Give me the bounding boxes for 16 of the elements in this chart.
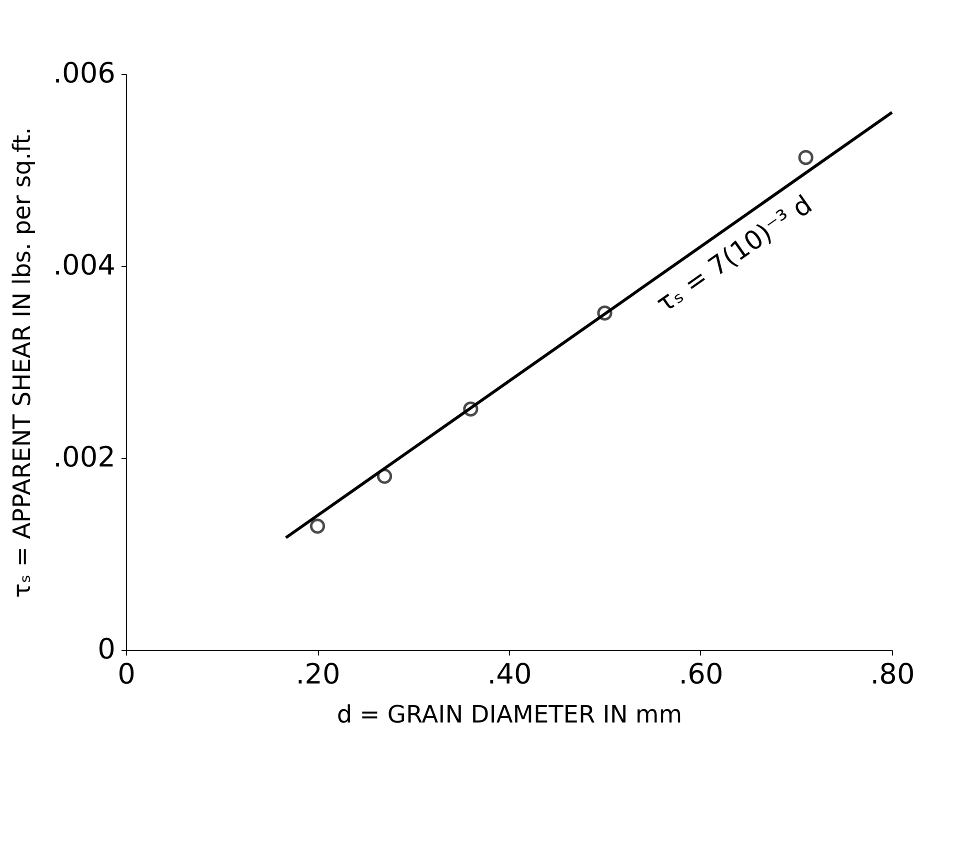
point — [597, 305, 612, 321]
x-tick-label: 0 — [118, 658, 136, 690]
point — [798, 150, 814, 166]
y-axis-title: τₛ = APPARENT SHEAR IN lbs. per sq.ft. — [8, 127, 36, 598]
x-tick-label: .60 — [678, 658, 724, 690]
point — [376, 468, 392, 484]
x-axis-title: d = GRAIN DIAMETER IN mm — [336, 700, 682, 728]
point — [463, 401, 478, 417]
y-tick-label: 0 — [98, 632, 116, 666]
x-tick-label: .40 — [487, 658, 532, 690]
x-tick-label: .20 — [296, 658, 340, 690]
x-tick-label: .80 — [870, 658, 915, 690]
y-tick-label: .002 — [53, 440, 116, 474]
point — [310, 518, 326, 534]
y-tick-label: .004 — [53, 248, 116, 282]
y-tick-label: .006 — [53, 56, 116, 90]
